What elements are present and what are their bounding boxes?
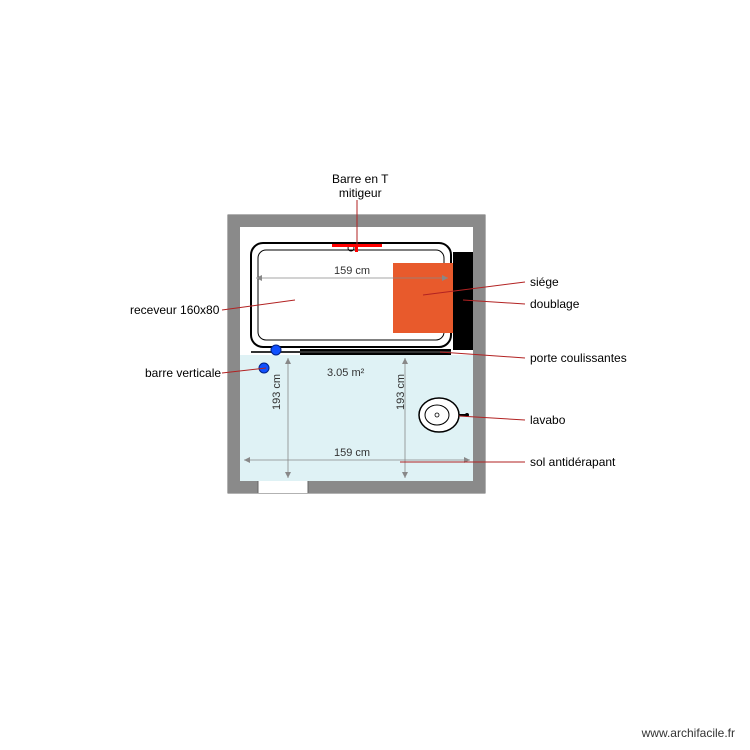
- label-sol: sol antidérapant: [530, 455, 615, 469]
- door-opening: [258, 481, 308, 493]
- seat: [393, 263, 453, 333]
- label-siege: siége: [530, 275, 559, 289]
- dim-top-width: 159 cm: [334, 265, 370, 277]
- dim-right-height: 193 cm: [395, 374, 407, 410]
- label-doublage: doublage: [530, 297, 579, 311]
- wall-left: [228, 215, 240, 493]
- label-lavabo: lavabo: [530, 413, 565, 427]
- area-label: 3.05 m²: [327, 367, 364, 379]
- label-porte: porte coulissantes: [530, 351, 627, 365]
- footer-link: www.archifacile.fr: [642, 726, 735, 740]
- dim-left-height: 193 cm: [271, 374, 283, 410]
- floorplan-canvas: [0, 0, 750, 750]
- label-barre-t: Barre en T mitigeur: [332, 172, 388, 200]
- blue-dot-1: [271, 345, 281, 355]
- label-receveur: receveur 160x80: [130, 303, 219, 317]
- doublage-block: [453, 252, 473, 350]
- label-barre-verticale: barre verticale: [145, 366, 221, 380]
- t-bar-v: [355, 244, 358, 252]
- dim-bottom-width: 159 cm: [334, 447, 370, 459]
